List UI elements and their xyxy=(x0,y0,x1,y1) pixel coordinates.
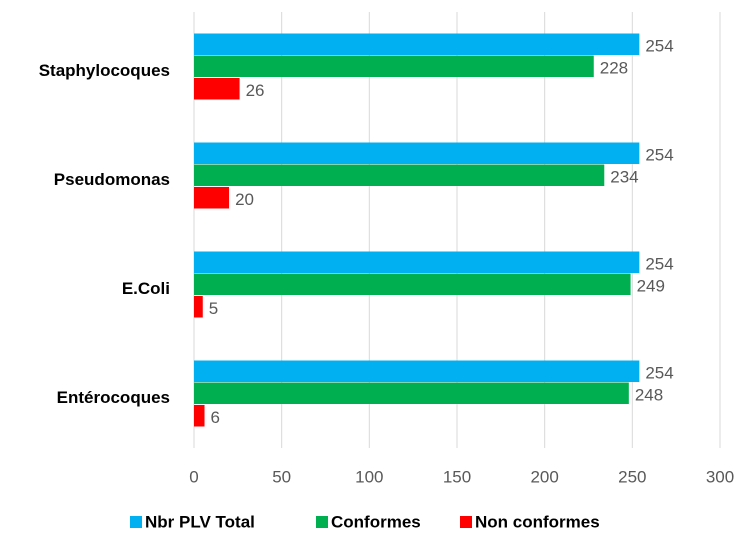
bar xyxy=(194,405,205,427)
legend-swatch xyxy=(130,516,142,528)
bar xyxy=(194,251,640,273)
category-label: Pseudomonas xyxy=(54,170,170,189)
bar xyxy=(194,360,640,382)
legend-swatch xyxy=(460,516,472,528)
bar xyxy=(194,382,629,404)
category-label: E.Coli xyxy=(122,279,170,298)
value-label: 5 xyxy=(209,299,218,318)
x-tick-label: 150 xyxy=(443,467,471,486)
x-tick-label: 200 xyxy=(530,467,558,486)
value-label: 254 xyxy=(645,37,673,56)
value-label: 254 xyxy=(645,146,673,165)
x-tick-label: 100 xyxy=(355,467,383,486)
legend-label: Nbr PLV Total xyxy=(145,512,255,531)
value-label: 254 xyxy=(645,255,673,274)
legend-swatch xyxy=(316,516,328,528)
x-tick-label: 50 xyxy=(272,467,291,486)
x-tick-label: 0 xyxy=(189,467,198,486)
bar xyxy=(194,78,240,100)
value-label: 228 xyxy=(600,59,628,78)
value-label: 248 xyxy=(635,386,663,405)
bar xyxy=(194,55,594,77)
bar xyxy=(194,164,605,186)
category-label: Entérocoques xyxy=(57,388,170,407)
value-label: 249 xyxy=(637,277,665,296)
bar xyxy=(194,33,640,55)
legend-label: Conformes xyxy=(331,512,421,531)
value-label: 20 xyxy=(235,190,254,209)
value-label: 254 xyxy=(645,364,673,383)
x-tick-label: 300 xyxy=(706,467,734,486)
legend-label: Non conformes xyxy=(475,512,600,531)
value-label: 26 xyxy=(246,81,265,100)
bar xyxy=(194,187,230,209)
x-tick-label: 250 xyxy=(618,467,646,486)
value-label: 234 xyxy=(610,168,638,187)
category-label: Staphylocoques xyxy=(39,61,170,80)
bar xyxy=(194,273,631,295)
bar xyxy=(194,142,640,164)
bar xyxy=(194,296,203,318)
value-label: 6 xyxy=(211,408,220,427)
